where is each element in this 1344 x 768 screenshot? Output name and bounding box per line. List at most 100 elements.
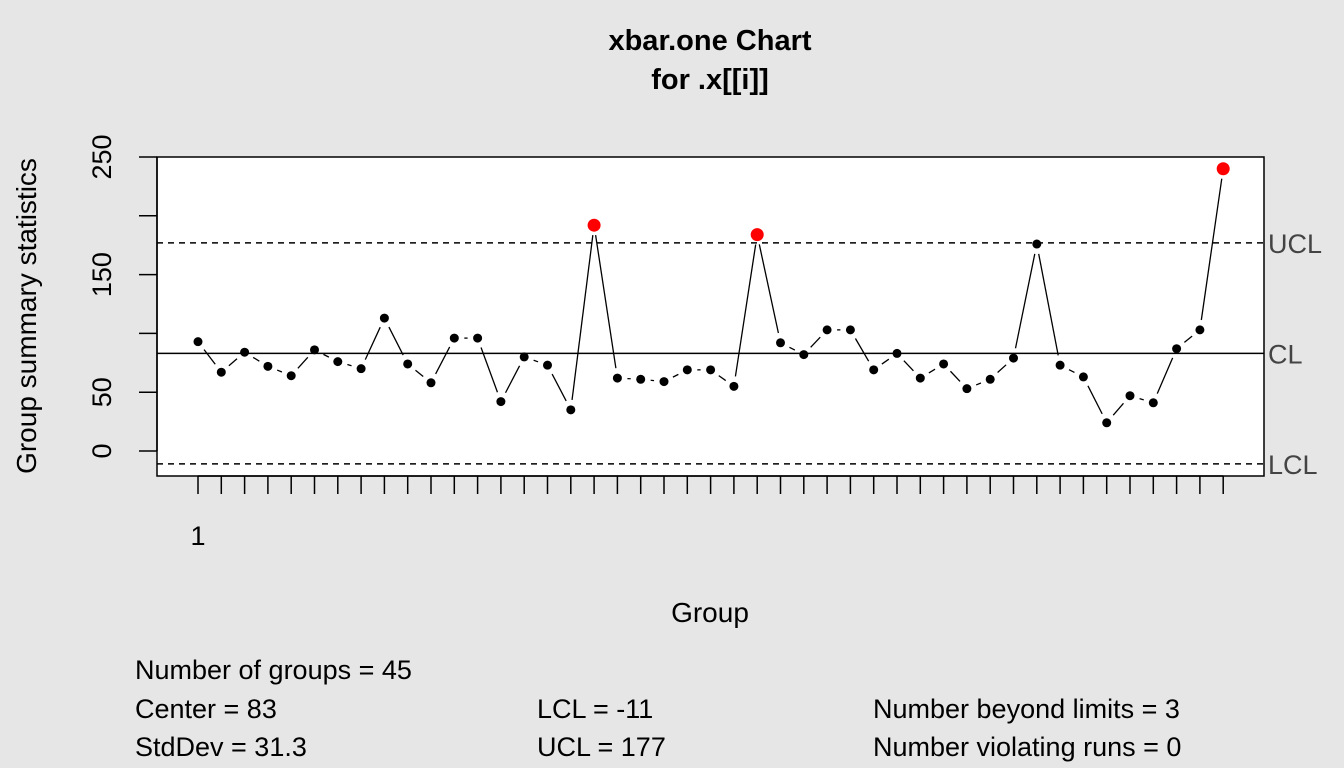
stat-stddev: StdDev = 31.3: [135, 732, 307, 762]
plot-area: [156, 156, 1265, 477]
data-point: [1009, 353, 1018, 363]
series-segment: [1087, 385, 1103, 415]
data-point: [310, 345, 319, 355]
x-tick-label: 1: [190, 521, 205, 551]
series-segment: [672, 373, 679, 378]
data-point: [682, 365, 692, 375]
stat-ucl: UCL = 177: [537, 732, 666, 762]
data-point: [636, 374, 646, 384]
lcl-label: LCL: [1268, 450, 1318, 480]
data-point: [403, 359, 413, 369]
series-segment: [1038, 253, 1059, 356]
series-segment: [975, 382, 982, 386]
series-segment: [388, 326, 404, 356]
stat-violating-runs: Number violating runs = 0: [873, 732, 1182, 762]
data-point: [216, 367, 226, 377]
series-segment: [1156, 357, 1174, 394]
data-point: [892, 348, 902, 358]
cl-label: CL: [1268, 339, 1303, 369]
control-limits: UCL CL LCL: [157, 229, 1322, 480]
violation-point: [750, 228, 764, 242]
series-segment: [928, 368, 936, 374]
series-segment: [1139, 398, 1144, 401]
data-point: [1102, 418, 1112, 428]
series-segment: [789, 346, 796, 351]
data-point: [939, 359, 949, 369]
data-point: [473, 333, 483, 343]
series-segment: [435, 346, 451, 375]
series-segment: [810, 336, 821, 348]
ucl-label: UCL: [1268, 229, 1322, 259]
stat-number-of-groups: Number of groups = 45: [135, 655, 412, 685]
data-point: [240, 347, 250, 357]
data-point: [333, 357, 343, 367]
series-segment: [415, 369, 424, 378]
data-point: [706, 365, 716, 375]
data-point: [776, 338, 785, 348]
series-segment: [347, 363, 352, 367]
data-point: [822, 325, 832, 335]
y-tick-label: 150: [87, 252, 117, 297]
series-segment: [571, 235, 594, 401]
series-segment: [1068, 369, 1075, 373]
data-point: [962, 384, 972, 394]
data-point: [1148, 398, 1158, 408]
violation-point: [1216, 162, 1230, 176]
data-point: [1078, 372, 1088, 382]
data-point: [449, 333, 459, 343]
data-point: [356, 364, 366, 374]
data-point: [543, 360, 552, 370]
series-segment: [594, 234, 617, 369]
y-axis-label: Group summary statistics: [11, 158, 42, 474]
series-segment: [297, 356, 309, 369]
data-point: [286, 371, 296, 381]
data-point: [263, 361, 273, 371]
stat-beyond-limits: Number beyond limits = 3: [873, 694, 1180, 724]
series-segment: [533, 359, 539, 363]
data-point: [1172, 344, 1182, 354]
data-point: [729, 381, 739, 391]
data-point: [566, 405, 576, 415]
series-segment: [949, 370, 961, 382]
data-point: [1032, 239, 1042, 249]
series-segment: [758, 244, 780, 334]
data-point: [915, 373, 925, 383]
data-point: [845, 325, 855, 335]
y-tick-label: 0: [87, 443, 117, 458]
series-segment: [1200, 178, 1223, 321]
data-point: [612, 373, 622, 383]
chart-title: xbar.one Chart: [608, 25, 811, 57]
data-point: [1195, 325, 1205, 335]
series-segment: [734, 244, 757, 377]
series-segment: [854, 338, 870, 362]
series-segment: [551, 373, 567, 402]
series-segment: [881, 358, 890, 365]
series-segment: [203, 349, 216, 365]
x-axis: 1: [190, 475, 1224, 551]
series-segment: [480, 347, 499, 393]
series-segment: [364, 326, 381, 360]
data-point: [1055, 360, 1065, 370]
data-point: [659, 377, 669, 387]
stat-lcl: LCL = -11: [537, 694, 654, 724]
data-point: [379, 313, 389, 323]
series-segment: [903, 360, 914, 372]
data-series: [193, 162, 1230, 428]
data-point: [496, 397, 506, 407]
series-segment: [323, 353, 330, 358]
data-point: [799, 350, 809, 360]
series-segment: [1014, 253, 1036, 349]
series-segment: [997, 364, 1007, 374]
series-segment: [252, 356, 260, 362]
y-tick-label: 50: [87, 377, 117, 407]
series-segment: [1112, 402, 1124, 416]
data-point: [869, 365, 879, 375]
series-segment: [276, 369, 283, 373]
chart-subtitle: for .x[[i]]: [651, 64, 769, 96]
y-axis: 0 50 150 250: [87, 134, 158, 459]
data-point: [1125, 391, 1135, 401]
series-segment: [504, 365, 521, 394]
data-point: [985, 374, 995, 384]
x-axis-label: Group: [671, 597, 749, 628]
